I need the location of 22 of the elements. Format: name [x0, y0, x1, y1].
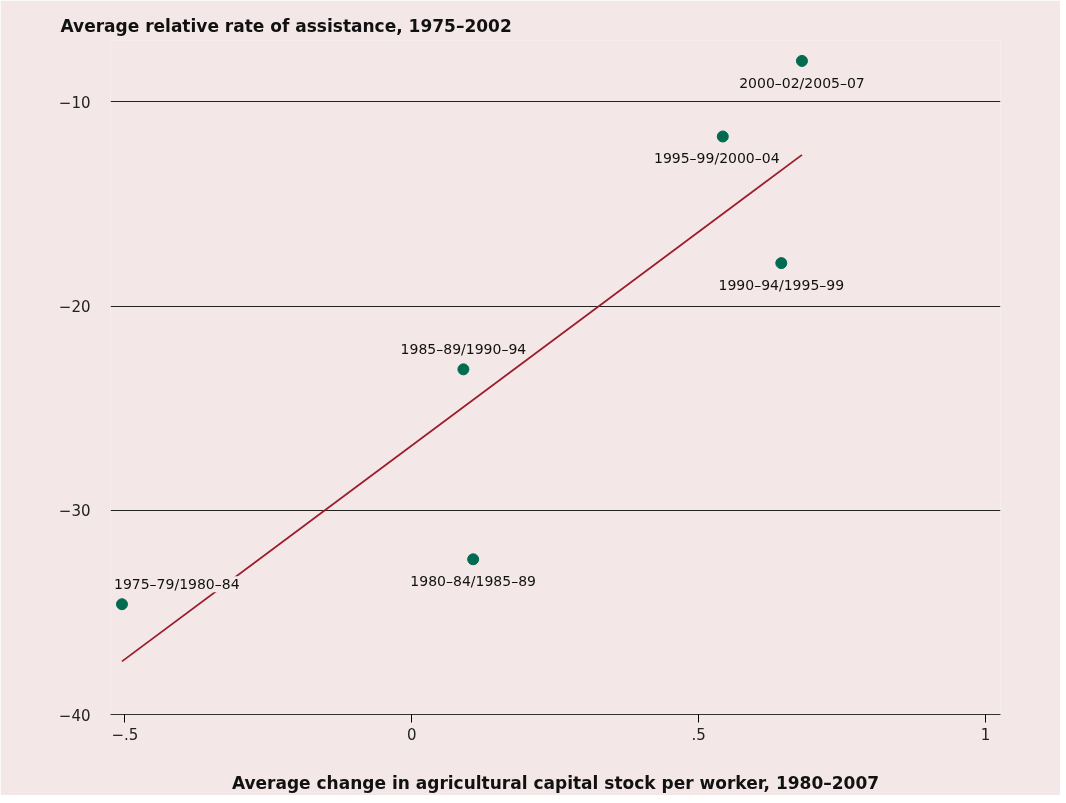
annotation: 1980–84/1985–89 — [410, 573, 536, 590]
annotation: 1975–79/1980–84 — [113, 576, 240, 593]
x-tick-label: 0 — [406, 725, 417, 744]
y-tick-label: −40 — [58, 706, 91, 725]
x-tick-label: 1 — [980, 725, 991, 744]
y-tick-label: −30 — [58, 502, 91, 521]
y-tick-label: −20 — [58, 298, 91, 317]
point — [457, 363, 470, 376]
annotation: 2000–02/2005–07 — [739, 74, 865, 91]
y-axis-title: Average relative rate of assistance, 1975–2002 — [60, 15, 512, 36]
x-tick-label: −.5 — [111, 725, 139, 744]
annotation: 1990–94/1995–99 — [718, 277, 845, 294]
point — [115, 598, 128, 611]
point — [775, 257, 788, 270]
point — [467, 553, 480, 566]
x-axis-title: Average change in agricultural capital stock per worker, 1980–2007 — [231, 772, 880, 793]
x-tick-label: .5 — [691, 725, 706, 744]
annotation: 1995–99/2000–04 — [653, 150, 780, 167]
point — [795, 54, 808, 67]
y-tick-label: −10 — [58, 93, 91, 112]
annotation: 1985–89/1990–94 — [400, 341, 527, 358]
point — [716, 130, 729, 143]
